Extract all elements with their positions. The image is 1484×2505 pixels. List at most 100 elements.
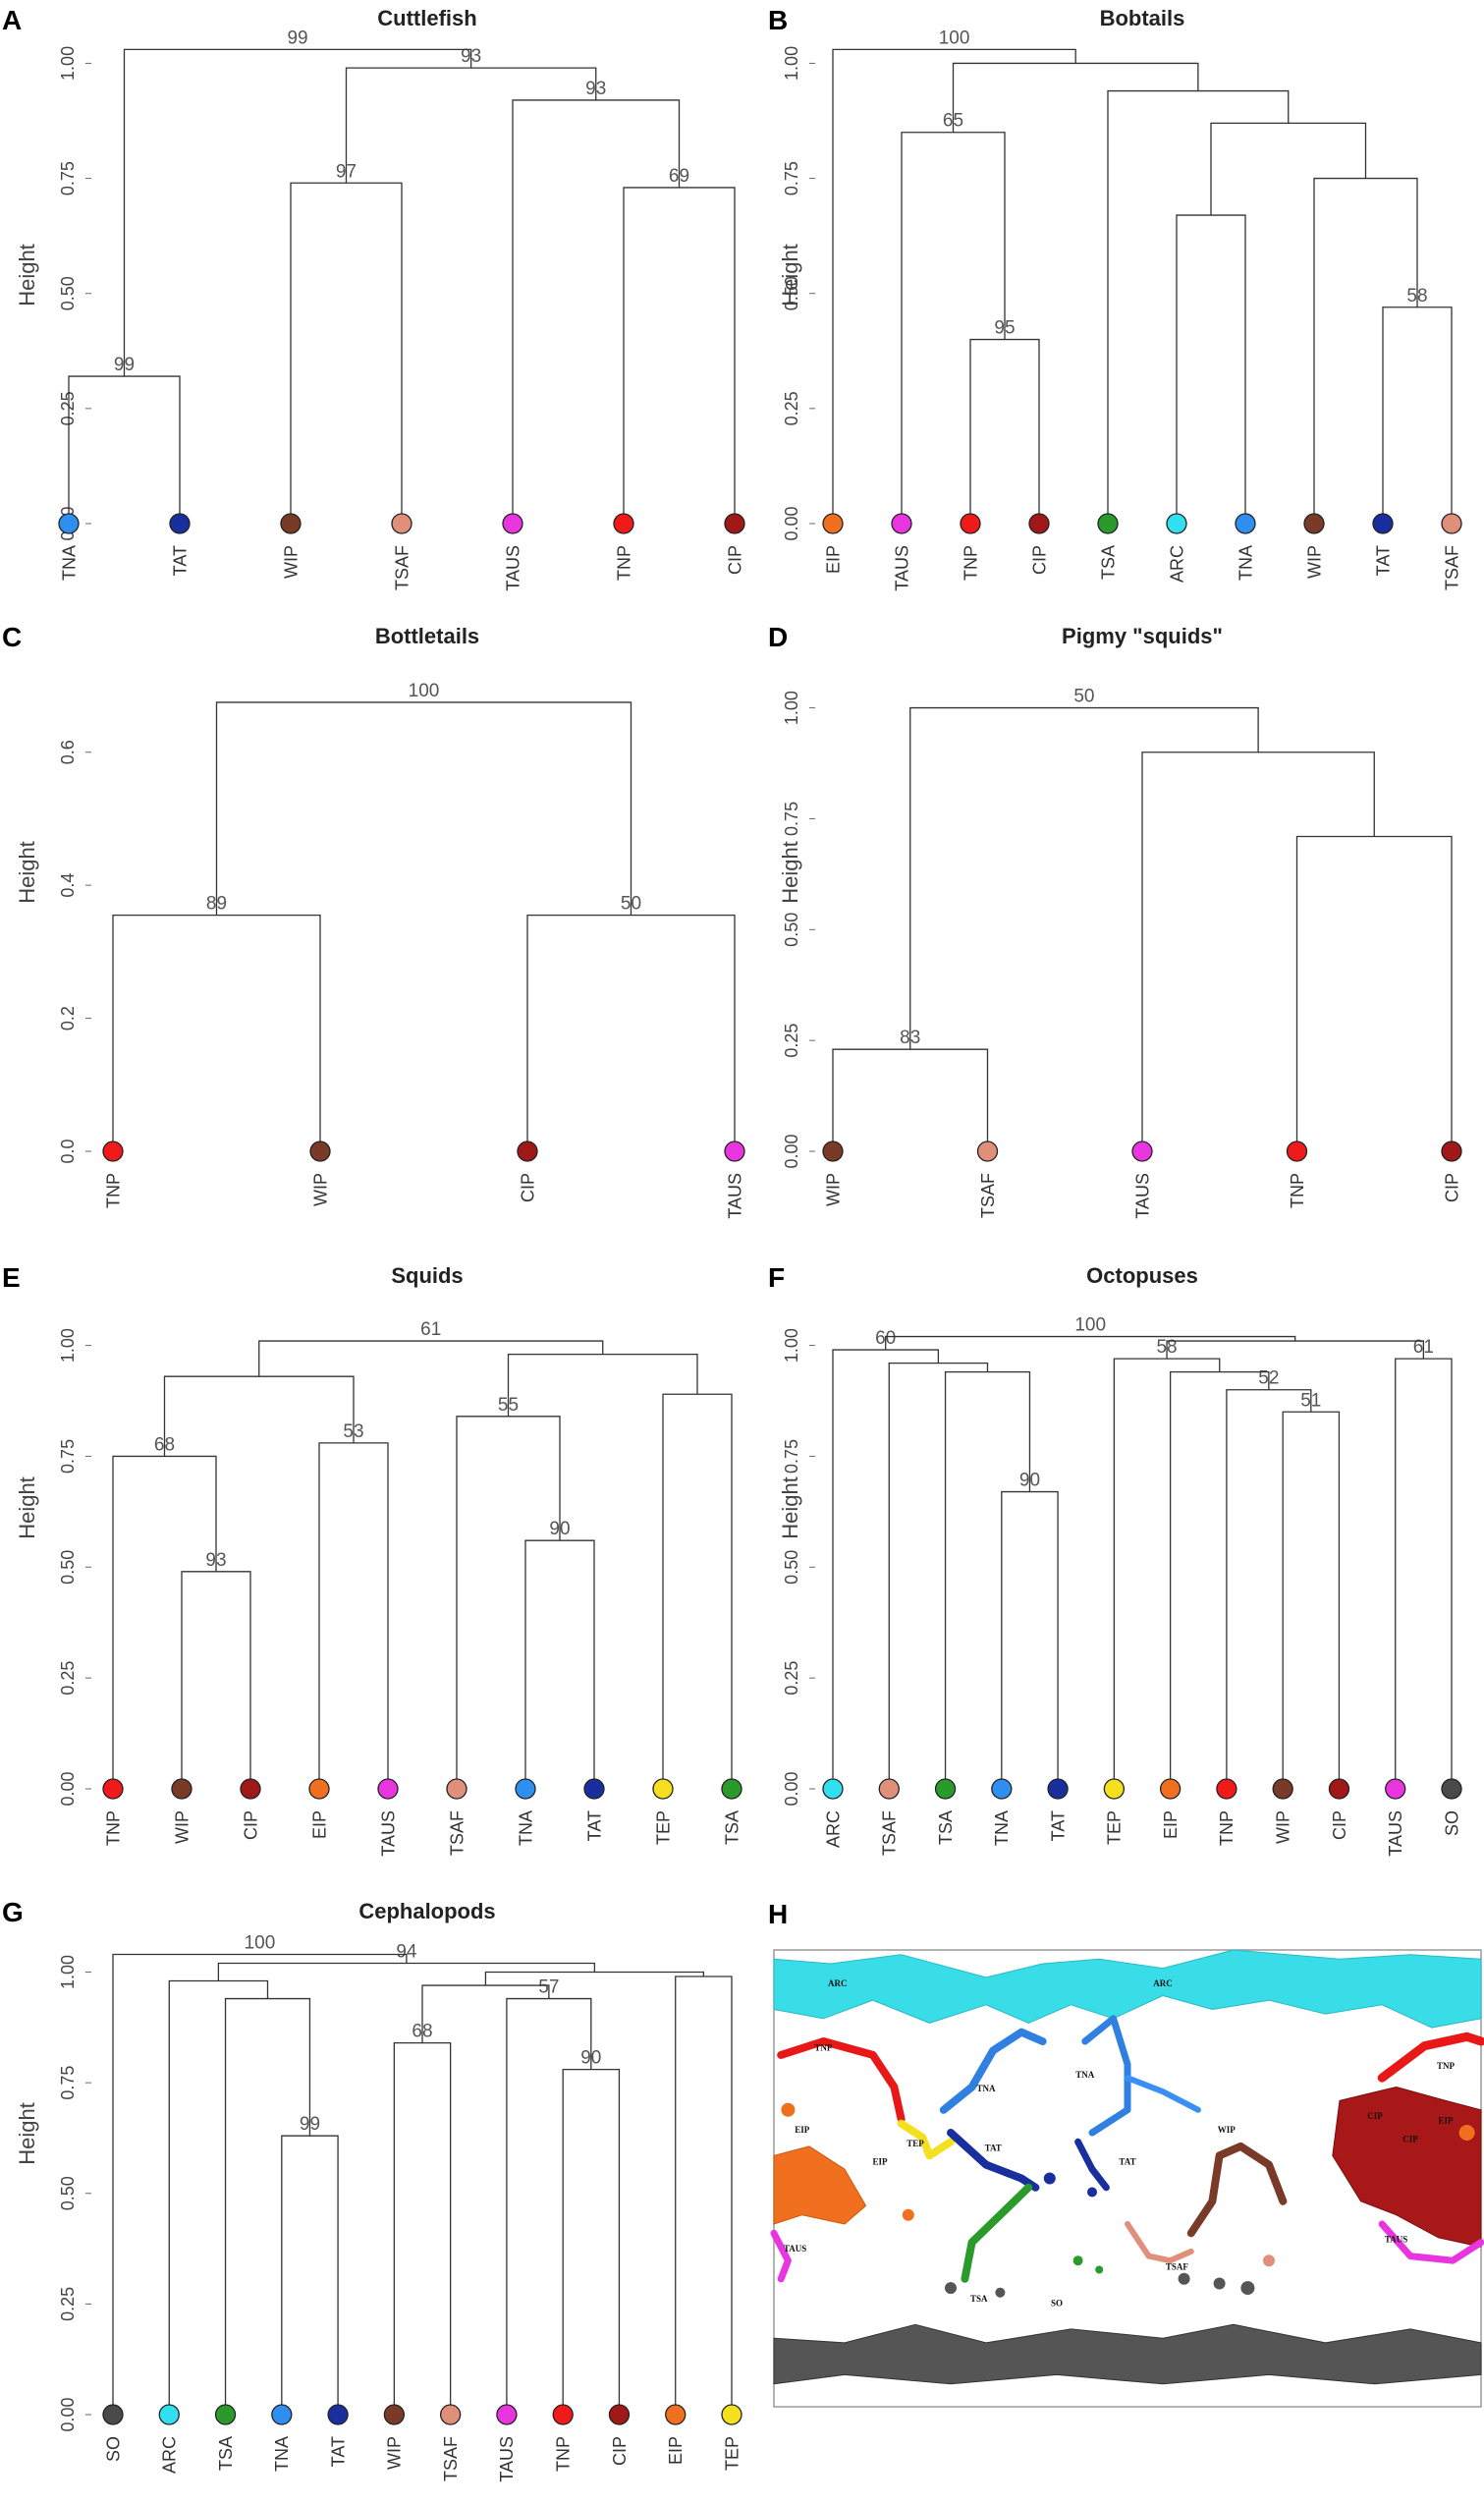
leaf-label: ARC [160,2436,180,2474]
tsaf-site [1263,2254,1275,2267]
y-tick-label: 1.00 [58,46,78,81]
leaf-label: WIP [310,1173,330,1206]
leaf-label: TAUS [497,2436,517,2482]
leaf-label: TSAF [441,2436,461,2481]
y-tick-label: 0.6 [58,740,78,764]
dendrogram-branch [1107,89,1290,524]
leaf-marker [439,2404,462,2425]
leaf-marker [1385,1778,1406,1800]
leaf-label: TNP [103,1173,123,1208]
leaf-label: CIP [1029,545,1049,575]
map-region-label: WIP [1218,2125,1237,2135]
so-site [1240,2281,1255,2296]
leaf-label: TNP [1217,1810,1237,1846]
leaf-marker [158,2404,180,2425]
panel-letter: G [2,1897,24,1927]
map-region-label: TAT [985,2143,1002,2153]
leaf-label: EIP [309,1810,329,1839]
dendrogram-branch [215,701,632,916]
leaf-label: CIP [725,545,744,575]
leaf-label: TSA [936,1810,956,1845]
leaf-label: WIP [385,2436,405,2470]
eip-region [773,2145,867,2225]
dendrogram-branch [345,67,597,184]
y-tick-label: 0.75 [58,2066,78,2100]
so-site [1213,2277,1226,2290]
leaf-label: TSAF [447,1810,467,1856]
tna-coast [1081,2015,1131,2137]
leaf-marker [1328,1778,1350,1800]
leaf-marker [327,2404,349,2425]
panel-h-map: H ARC ARC TNP TNP TNA TNA EIP EIP EIP TEP TAT TAT WIP… [768,1899,1484,2408]
dendrogram-branch [112,914,321,1151]
leaf-label: TNP [614,545,633,581]
dendrogram-branch [506,1997,592,2415]
panel-title: Octopuses [1086,1263,1198,1288]
y-tick-label: 0.50 [58,276,78,310]
tat-coast [1074,2138,1110,2192]
leaf-marker [102,2404,124,2425]
leaf-marker [1303,513,1325,534]
tat-coast [947,2129,1040,2192]
tsa-site [1072,2255,1083,2266]
leaf-marker [721,2404,742,2425]
dendrogram-branch [1282,1411,1341,1789]
panel-title: Cephalopods [358,1899,495,1923]
leaf-marker [1166,513,1187,534]
leaf-label: TNA [59,545,79,581]
y-tick-label: 0.00 [782,1771,801,1806]
leaf-marker [891,513,912,534]
dendrogram-branch [832,1048,989,1151]
dendrogram-branch [952,62,1199,133]
leaf-label: TSAF [978,1173,998,1218]
dendrogram-branch [512,99,681,524]
y-tick-label: 0.75 [58,1439,78,1474]
dendrogram-branch [888,1362,989,1789]
leaf-marker [822,1141,844,1162]
leaf-marker [1441,1778,1462,1800]
dendrogram-branch [1382,306,1453,524]
leaf-marker [214,2404,237,2425]
tat-site [1087,2187,1097,2198]
dendrogram-branch [1169,1371,1270,1789]
y-tick-label: 0.75 [58,161,78,195]
leaf-marker [169,513,191,534]
taus-coast [770,2229,792,2283]
dendrogram-branch [68,375,181,524]
leaf-label: TNA [272,2436,292,2472]
taus-coast [1378,2220,1484,2264]
y-tick-label: 0.25 [58,2287,78,2321]
tsaf-coast [1125,2221,1194,2264]
leaf-marker [280,513,302,534]
leaf-label: WIP [281,545,301,579]
panel-f: F OctopusesHeight0.000.250.500.751.009060… [768,1262,1462,1857]
bootstrap-value: 61 [420,1319,441,1340]
bootstrap-value: 99 [287,28,307,48]
leaf-marker [934,1778,957,1800]
leaf-marker [822,513,844,534]
leaf-marker [1235,513,1256,534]
leaf-marker [496,2404,518,2425]
bootstrap-value: 100 [245,1933,276,1954]
leaf-marker [991,1778,1013,1800]
y-tick-label: 0.25 [58,391,78,425]
y-tick-label: 1.00 [782,46,801,81]
dendrogram-branch [290,182,403,524]
leaf-label: TAT [584,1810,604,1841]
y-tick-label: 0.25 [782,391,801,425]
leaf-label: TAUS [1132,1173,1152,1219]
y-tick-label: 1.00 [782,1328,801,1363]
bootstrap-value: 100 [409,681,440,701]
leaf-label: TNP [553,2436,573,2472]
panel-letter: B [768,5,788,35]
leaf-marker [1028,513,1050,534]
leaf-label: TNA [992,1810,1012,1846]
map-region-label: TAUS [784,2244,806,2254]
leaf-label: TSAF [880,1810,900,1856]
panel-a: ACuttlefishHeight0.000.250.500.751.00999… [2,5,745,591]
leaf-label: TEP [722,2436,742,2471]
leaf-marker [724,1141,745,1162]
y-tick-label: 0.00 [782,506,801,540]
panel-g: G CephalopodsHeight0.000.250.500.751.0099… [2,1897,742,2482]
eip-site [781,2102,796,2117]
